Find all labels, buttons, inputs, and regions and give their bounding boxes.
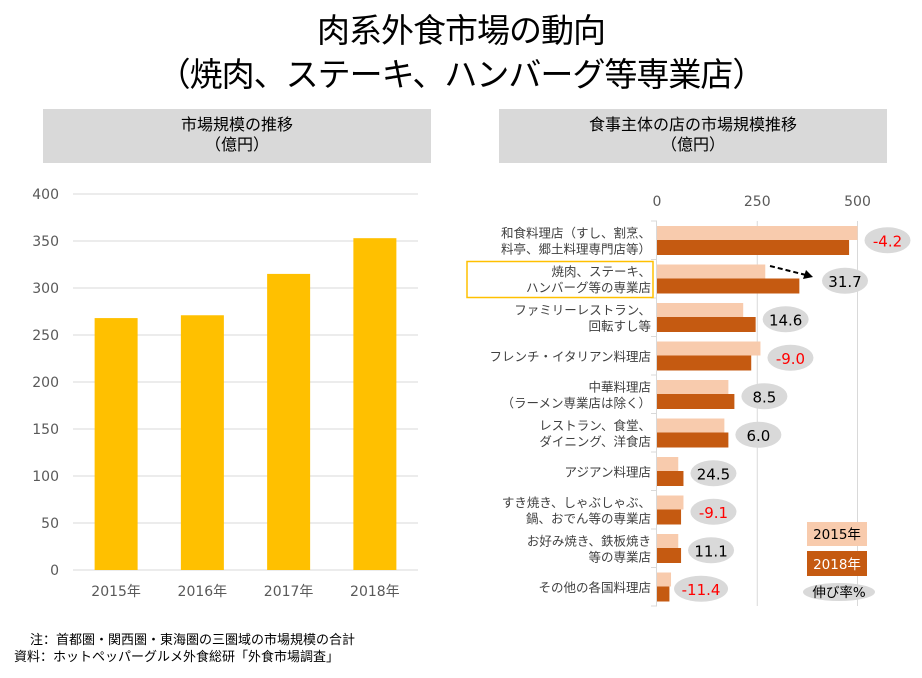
bar-2018: [657, 548, 682, 563]
bar-2018: [657, 586, 670, 602]
arrow-head-icon: [803, 270, 813, 279]
y-tick-label: 300: [32, 281, 59, 297]
category-market-size-chart: 0 250 500 和食料理店（すし、割烹、料亭、郷土料理専門店等） -4.2 焼肉、ステ…: [466, 194, 911, 607]
legend-growth-bubble: [803, 583, 875, 601]
legend-swatch-2015: [807, 522, 867, 546]
category-label: ダイニング、洋食店: [539, 434, 651, 449]
category-label: アジアン料理店: [564, 464, 651, 479]
right-chart-heading: 食事主体の店の市場規模推移 （億円）: [499, 109, 887, 163]
bar-2015: [657, 264, 766, 279]
footnote: 注：首都圏・関西圏・東海圏の三圏域の市場規模の合計: [30, 633, 356, 648]
bar-2015: [657, 457, 679, 471]
growth-rate-bubble: [688, 537, 735, 564]
bar-2016年: [180, 315, 224, 570]
bar-2015: [657, 418, 725, 433]
growth-rate-bubble: [767, 344, 814, 371]
growth-rate-label: -4.2: [873, 232, 902, 250]
y-tick-label: 50: [41, 516, 59, 532]
category-label: 料亭、郷土料理専門店等）: [501, 241, 651, 256]
bar-2015年: [94, 318, 138, 570]
growth-rate-bubble: [690, 460, 737, 487]
category-label: 焼肉、ステーキ、: [551, 264, 651, 279]
bar-2015: [657, 534, 679, 548]
bar-2015: [657, 341, 761, 356]
category-label: 等の専業店: [588, 549, 651, 564]
growth-rate-label: -11.4: [682, 581, 721, 599]
category-label: 鍋、おでん等の専業店: [526, 511, 651, 526]
growth-rate-bubble: [762, 306, 809, 333]
highlight-box: [466, 260, 654, 299]
growth-rate-label: 24.5: [697, 465, 730, 483]
x-tick-label: 2018年: [350, 584, 400, 600]
right-chart-heading-line2: （億円）: [660, 135, 725, 154]
arrow-icon: [769, 265, 807, 276]
x-tick-label: 0: [653, 194, 662, 210]
growth-rate-bubble: [741, 383, 788, 410]
category-label: ハンバーグ等の専業店: [526, 280, 651, 295]
growth-rate-label: 8.5: [752, 388, 776, 406]
y-tick-label: 100: [32, 469, 59, 485]
x-tick-label: 2015年: [91, 584, 141, 600]
category-label: レストラン、食堂、: [539, 418, 651, 433]
x-tick-label: 2016年: [178, 584, 228, 600]
category-label: フレンチ・イタリアン料理店: [489, 349, 651, 364]
bar-2017年: [267, 273, 311, 570]
category-label: すき焼き、しゃぶしゃぶ、: [502, 495, 651, 510]
source-note: 資料：ホットペッパーグルメ外食総研「外食市場調査」: [14, 650, 340, 665]
y-tick-label: 250: [32, 328, 59, 344]
growth-rate-label: -9.0: [776, 350, 805, 368]
bar-2015: [657, 495, 684, 510]
bar-2018: [657, 394, 735, 409]
page-title-line1: 肉系外食市場の動向: [317, 11, 606, 50]
bar-2015: [657, 380, 729, 394]
bar-2018: [657, 240, 850, 255]
bar-2018: [657, 317, 756, 332]
growth-rate-bubble: [674, 575, 729, 602]
bar-2018: [657, 432, 729, 448]
bar-2015: [657, 303, 744, 317]
bar-2015: [657, 226, 858, 240]
page-title-line2: （焼肉、ステーキ、ハンバーグ等専業店）: [157, 55, 766, 94]
x-tick-label: 250: [744, 194, 771, 210]
growth-rate-label: 6.0: [746, 427, 770, 445]
y-tick-label: 0: [50, 563, 59, 579]
left-chart-heading-line2: （億円）: [204, 135, 269, 154]
y-tick-label: 350: [32, 234, 59, 250]
x-tick-label: 500: [844, 194, 871, 210]
growth-rate-label: -9.1: [699, 504, 728, 522]
growth-rate-label: 14.6: [769, 311, 802, 329]
legend-swatch-2018: [807, 551, 867, 576]
category-label: お好み焼き、鉄板焼き: [527, 533, 651, 548]
y-tick-label: 400: [32, 187, 59, 203]
growth-rate-bubble: [690, 498, 737, 525]
category-label: ファミリーレストラン、: [514, 302, 651, 317]
bar-2018: [657, 471, 684, 486]
growth-rate-bubble: [864, 227, 911, 254]
growth-rate-bubble: [822, 267, 868, 294]
market-size-bar-chart: 0 50 100 150 200 250 300 350 400 2015年 2016年 2017年 2…: [32, 187, 418, 600]
bar-2018年: [353, 238, 397, 570]
legend-label-2015: 2015年: [813, 527, 861, 543]
x-tick-label: 2017年: [264, 584, 314, 600]
right-chart-heading-line1: 食事主体の店の市場規模推移: [588, 115, 797, 134]
y-tick-label: 200: [32, 375, 59, 391]
category-label: 回転すし等: [588, 318, 651, 333]
category-label: 和食料理店（すし、割烹、: [501, 225, 651, 240]
category-label: （ラーメン専業店は除く）: [501, 395, 651, 410]
bar-2015: [657, 572, 672, 587]
bar-2018: [657, 355, 752, 371]
left-chart-heading-line1: 市場規模の推移: [180, 115, 293, 134]
growth-rate-bubble: [735, 421, 782, 448]
legend-label-growth: 伸び率%: [812, 584, 865, 601]
legend-label-2018: 2018年: [813, 557, 861, 573]
category-label: 中華料理店: [588, 379, 651, 394]
growth-rate-label: 31.7: [828, 273, 861, 291]
category-label: その他の各国料理店: [538, 580, 651, 595]
y-tick-label: 150: [32, 422, 59, 438]
bar-2018: [657, 278, 800, 294]
growth-rate-label: 11.1: [694, 542, 727, 560]
bar-2018: [657, 509, 682, 525]
left-chart-heading: 市場規模の推移 （億円）: [43, 109, 431, 163]
